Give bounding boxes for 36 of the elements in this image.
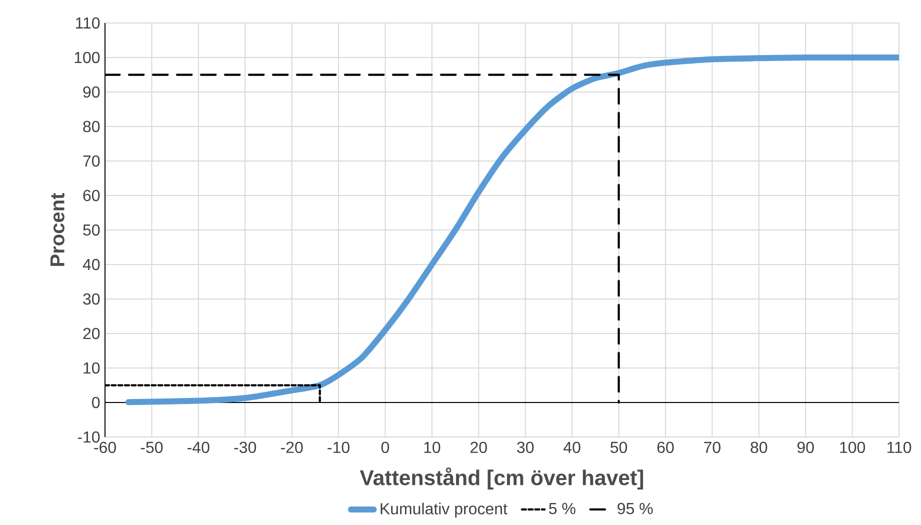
x-tick-label: 20 xyxy=(470,442,487,454)
y-tick-label: 50 xyxy=(83,224,100,236)
y-tick-label: 80 xyxy=(83,120,100,132)
y-tick-label: 10 xyxy=(84,362,100,374)
x-axis-title: Vattenstånd [cm över havet] xyxy=(360,468,644,490)
x-tick-label: -20 xyxy=(280,442,303,454)
legend-label: 95 % xyxy=(618,502,653,514)
y-tick-label: 70 xyxy=(83,155,100,167)
x-tick-label: 80 xyxy=(750,442,768,454)
y-tick-label: 0 xyxy=(92,396,100,408)
x-tick-label: 90 xyxy=(797,442,814,454)
legend-label: 5 % xyxy=(549,502,576,514)
y-tick-label: 100 xyxy=(74,52,100,64)
y-tick-label: 60 xyxy=(83,190,100,202)
x-tick-label: -50 xyxy=(140,442,163,454)
x-tick-label: -30 xyxy=(234,442,256,454)
y-tick-label: 40 xyxy=(82,258,100,270)
x-tick-label: 50 xyxy=(610,442,628,454)
x-tick-label: -10 xyxy=(328,442,350,454)
y-tick-label: 90 xyxy=(83,86,100,98)
x-tick-label: 110 xyxy=(887,442,912,454)
x-tick-label: 30 xyxy=(517,442,534,454)
x-tick-label: 0 xyxy=(381,442,390,454)
legend-label: Kumulativ procent xyxy=(380,502,508,518)
x-tick-label: -60 xyxy=(94,442,116,454)
y-tick-label: 110 xyxy=(76,17,100,29)
y-axis-title: Procent xyxy=(50,193,64,266)
x-tick-label: 70 xyxy=(704,442,720,454)
y-tick-label: 20 xyxy=(83,328,100,340)
x-tick-label: 40 xyxy=(564,442,580,454)
y-tick-label: 30 xyxy=(83,293,100,305)
x-tick-label: 10 xyxy=(424,442,440,454)
x-tick-label: 60 xyxy=(657,442,674,454)
x-tick-label: -40 xyxy=(188,442,210,454)
y-tick-label: -10 xyxy=(78,431,100,443)
x-tick-label: 100 xyxy=(840,442,866,454)
